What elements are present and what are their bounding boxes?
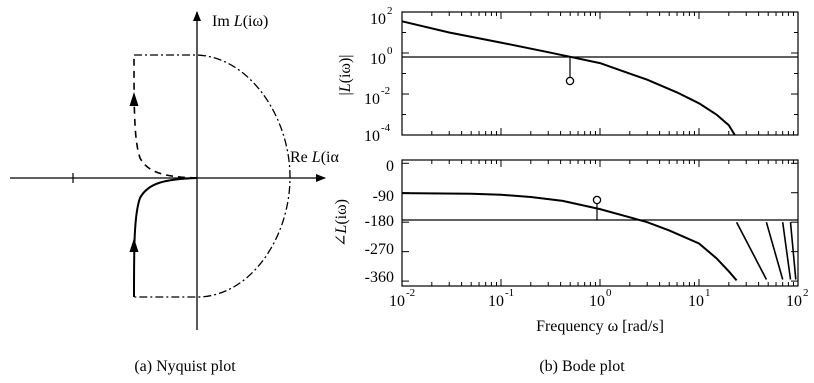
magnitude-tick-label-1: 10 0 [370,45,393,68]
tick-base: 10 [389,293,405,310]
phase-tick-label-180: -180 [365,213,394,230]
bode-caption: (b) Bode plot [539,358,625,375]
tick-exponent: -1 [505,287,514,299]
bode-phase-plot: 0 -90 -180 -270 -360 ∠L(iω) 10 -2 10 -1 10… [333,158,809,335]
x-tick-label-0.01: 10 -2 [389,287,415,310]
magnitude-curve [401,20,736,136]
magnitude-tick-label-0.0001: 10 -4 [364,122,391,145]
phase-curve-segment [781,222,792,280]
phase-crossover-marker [592,195,602,205]
bode-magnitude-plot: 10 2 10 0 10 -2 10 -4 |L(iω)| [337,5,799,145]
phase-tick-label-0: 0 [386,158,394,175]
phase-curves [401,192,797,282]
phase-tick-label-360: -360 [365,269,394,286]
x-tick-label-10: 10 1 [688,287,711,310]
nyquist-direction-arrow-upper [129,92,139,106]
nyquist-curve-negative-freq [133,177,198,298]
bode-magnitude-frame [401,11,799,136]
phase-curve-segment [735,221,768,280]
bode-xlabel: Frequency ω [rad/s] [536,318,664,335]
phase-ylabel: ∠L(iω) [333,199,350,247]
tick-exponent: -2 [381,85,390,97]
tick-base: 10 [364,128,380,145]
tick-base: 10 [364,91,380,108]
phase-curve-segment [789,222,797,280]
tick-base: 10 [688,293,704,310]
nyquist-curve-positive-freq [133,54,198,179]
tick-base: 10 [370,11,386,28]
magnitude-ylabel: |L(iω)| [337,55,354,96]
x-tick-label-0.1: 10 -1 [488,287,514,310]
tick-exponent: 2 [387,5,393,17]
nyquist-re-label: Re L(iα [290,149,339,166]
bode-phase-frame [401,159,799,287]
magnitude-tick-label-100: 10 2 [370,5,393,28]
bode-phase-ticks [401,160,798,286]
x-tick-label-1: 10 0 [589,287,612,310]
phase-tick-label-270: -270 [365,241,394,258]
x-tick-label-100: 10 2 [786,287,809,310]
phase-tick-label-90: -90 [373,188,394,205]
tick-exponent: 1 [705,287,711,299]
tick-base: 10 [589,293,605,310]
tick-exponent: -2 [406,287,415,299]
gain-crossover-marker [565,76,575,86]
tick-base: 10 [786,293,802,310]
nyquist-plot: Im L(iω) Re L(iα [10,11,339,330]
bode-magnitude-ticks [401,11,798,136]
tick-exponent: 0 [606,287,612,299]
tick-exponent: -4 [381,122,391,134]
tick-base: 10 [488,293,504,310]
nyquist-caption: (a) Nyquist plot [134,358,236,375]
tick-base: 10 [370,51,386,68]
tick-exponent: 2 [803,287,809,299]
nyquist-im-label: Im L(iω) [212,13,268,30]
nyquist-direction-arrow-lower [129,238,139,252]
tick-exponent: 0 [387,45,393,57]
magnitude-tick-label-0.01: 10 -2 [364,85,390,108]
nyquist-curve-infinite-arc [134,54,291,298]
phase-curve-segment [401,192,738,282]
phase-curve-segment [765,221,784,280]
